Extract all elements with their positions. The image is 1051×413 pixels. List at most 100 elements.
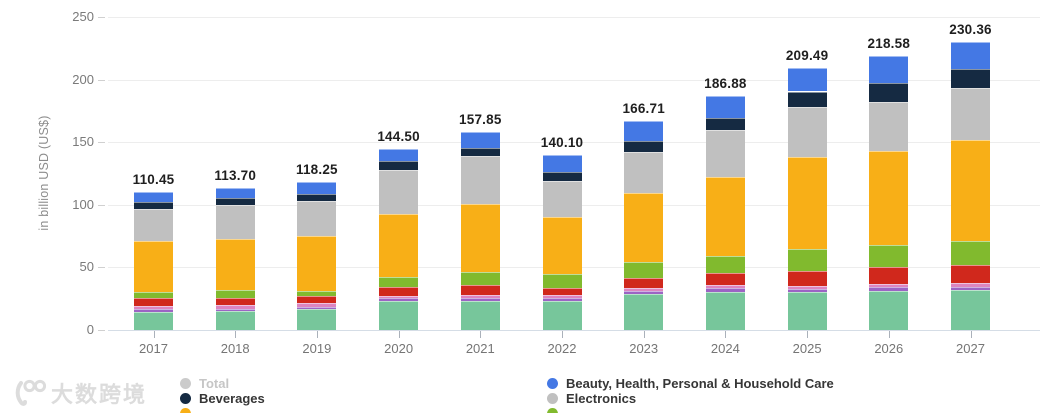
bar-segment-beverages-2025[interactable] (787, 91, 827, 107)
bar-segment-electronics-2018[interactable] (215, 205, 255, 239)
bar-segment-pink-2017[interactable] (134, 305, 173, 310)
bar-segment-teal-2023[interactable] (624, 294, 664, 330)
bar-segment-purple-2027[interactable] (951, 286, 990, 290)
bar-segment-electronics-2017[interactable] (134, 208, 173, 242)
bar-segment-teal-2017[interactable] (134, 311, 173, 330)
bar-segment-amber-2017[interactable] (134, 241, 173, 292)
bar-segment-pink-2024[interactable] (705, 285, 745, 289)
bar-segment-teal-2020[interactable] (379, 301, 419, 330)
bar-segment-amber-2019[interactable] (297, 235, 337, 291)
bar-segment-red-2024[interactable] (705, 273, 745, 286)
bar-segment-beauty-health-personal-household-care-2017[interactable] (134, 191, 173, 202)
bar-segment-pink-2023[interactable] (624, 287, 664, 292)
bar-segment-beauty-health-personal-household-care-2018[interactable] (215, 187, 255, 199)
bar-segment-light-green-2020[interactable] (379, 276, 419, 287)
bar-segment-light-green-2018[interactable] (215, 290, 255, 298)
bar-segment-electronics-2021[interactable] (460, 155, 500, 205)
bar-segment-red-2017[interactable] (134, 298, 173, 306)
bar-segment-purple-2020[interactable] (379, 298, 419, 302)
bar-segment-light-green-2025[interactable] (787, 249, 827, 271)
bar-segment-beauty-health-personal-household-care-2025[interactable] (787, 67, 827, 92)
bar-segment-beverages-2023[interactable] (624, 141, 664, 152)
bar-segment-electronics-2019[interactable] (297, 201, 337, 236)
bar-segment-red-2027[interactable] (951, 264, 990, 284)
bar-segment-electronics-2024[interactable] (705, 130, 745, 177)
bar-segment-purple-2017[interactable] (134, 309, 173, 312)
bar-segment-pink-2026[interactable] (869, 283, 909, 288)
bar-segment-light-green-2024[interactable] (705, 255, 745, 274)
bar-segment-teal-2025[interactable] (787, 292, 827, 330)
bar-segment-beverages-2022[interactable] (542, 171, 582, 181)
bar-segment-electronics-2027[interactable] (951, 88, 990, 141)
bar-segment-light-green-2021[interactable] (460, 271, 500, 285)
bar-segment-amber-2020[interactable] (379, 214, 419, 277)
bar-segment-pink-2019[interactable] (297, 303, 337, 307)
bar-segment-beverages-2027[interactable] (951, 69, 990, 89)
bar-segment-beauty-health-personal-household-care-2024[interactable] (705, 96, 745, 118)
bar-segment-amber-2023[interactable] (624, 193, 664, 263)
bar-segment-pink-2020[interactable] (379, 295, 419, 299)
bar-segment-pink-2021[interactable] (460, 294, 500, 299)
bar-segment-light-green-2023[interactable] (624, 262, 664, 278)
bar-segment-electronics-2020[interactable] (379, 170, 419, 215)
bar-segment-pink-2022[interactable] (542, 295, 582, 299)
bar-segment-red-2018[interactable] (215, 297, 255, 306)
bar-segment-red-2019[interactable] (297, 295, 337, 304)
bar-segment-purple-2021[interactable] (460, 298, 500, 302)
bar-segment-purple-2019[interactable] (297, 306, 337, 310)
bar-segment-beverages-2020[interactable] (379, 160, 419, 171)
bar-segment-electronics-2025[interactable] (787, 106, 827, 157)
bar-segment-light-green-2017[interactable] (134, 291, 173, 299)
bar-segment-pink-2027[interactable] (951, 283, 990, 287)
bar-segment-light-green-2026[interactable] (869, 245, 909, 268)
bar-segment-beauty-health-personal-household-care-2020[interactable] (379, 149, 419, 161)
bar-segment-light-green-2027[interactable] (951, 240, 990, 265)
bar-segment-purple-2024[interactable] (705, 288, 745, 292)
bar-segment-beverages-2018[interactable] (215, 198, 255, 206)
bar-segment-beauty-health-personal-household-care-2026[interactable] (869, 56, 909, 84)
bar-segment-beverages-2026[interactable] (869, 83, 909, 103)
bar-segment-teal-2019[interactable] (297, 309, 337, 330)
bar-segment-amber-2027[interactable] (951, 140, 990, 241)
bar-segment-beauty-health-personal-household-care-2023[interactable] (624, 121, 664, 142)
bar-segment-beauty-health-personal-household-care-2022[interactable] (542, 154, 582, 172)
bar-segment-beauty-health-personal-household-care-2021[interactable] (460, 132, 500, 148)
bar-segment-electronics-2026[interactable] (869, 102, 909, 152)
bar-segment-amber-2022[interactable] (542, 217, 582, 275)
bar-segment-light-green-2019[interactable] (297, 290, 337, 296)
bar-segment-amber-2024[interactable] (705, 176, 745, 256)
bar-segment-beauty-health-personal-household-care-2027[interactable] (951, 41, 990, 70)
bar-segment-electronics-2023[interactable] (624, 151, 664, 194)
bar-segment-beauty-health-personal-household-care-2019[interactable] (297, 181, 337, 195)
bar-segment-amber-2025[interactable] (787, 156, 827, 250)
bar-segment-teal-2026[interactable] (869, 290, 909, 330)
bar-segment-red-2022[interactable] (542, 287, 582, 296)
bar-segment-amber-2026[interactable] (869, 151, 909, 246)
bar-segment-beverages-2019[interactable] (297, 194, 337, 202)
bar-segment-beverages-2017[interactable] (134, 201, 173, 209)
bar-segment-purple-2026[interactable] (869, 287, 909, 291)
bar-segment-red-2020[interactable] (379, 286, 419, 296)
bar-segment-purple-2022[interactable] (542, 298, 582, 302)
bar-segment-beverages-2021[interactable] (460, 148, 500, 156)
bar-segment-red-2025[interactable] (787, 270, 827, 286)
legend-item-label: Beverages (199, 391, 265, 406)
bar-segment-amber-2018[interactable] (215, 238, 255, 291)
bar-segment-teal-2027[interactable] (951, 289, 990, 330)
bar-segment-purple-2018[interactable] (215, 308, 255, 312)
bar-segment-electronics-2022[interactable] (542, 181, 582, 218)
bar-segment-light-green-2022[interactable] (542, 274, 582, 288)
bar-segment-red-2023[interactable] (624, 277, 664, 288)
bar-segment-red-2021[interactable] (460, 284, 500, 295)
bar-segment-teal-2021[interactable] (460, 301, 500, 330)
bar-segment-teal-2018[interactable] (215, 311, 255, 330)
bar-segment-red-2026[interactable] (869, 267, 909, 284)
bar-segment-pink-2025[interactable] (787, 285, 827, 290)
bar-segment-teal-2022[interactable] (542, 301, 582, 330)
bar-segment-amber-2021[interactable] (460, 204, 500, 272)
bar-segment-teal-2024[interactable] (705, 291, 745, 330)
bar-segment-purple-2023[interactable] (624, 291, 664, 295)
bar-segment-purple-2025[interactable] (787, 289, 827, 293)
bar-segment-beverages-2024[interactable] (705, 117, 745, 131)
bar-segment-pink-2018[interactable] (215, 305, 255, 309)
